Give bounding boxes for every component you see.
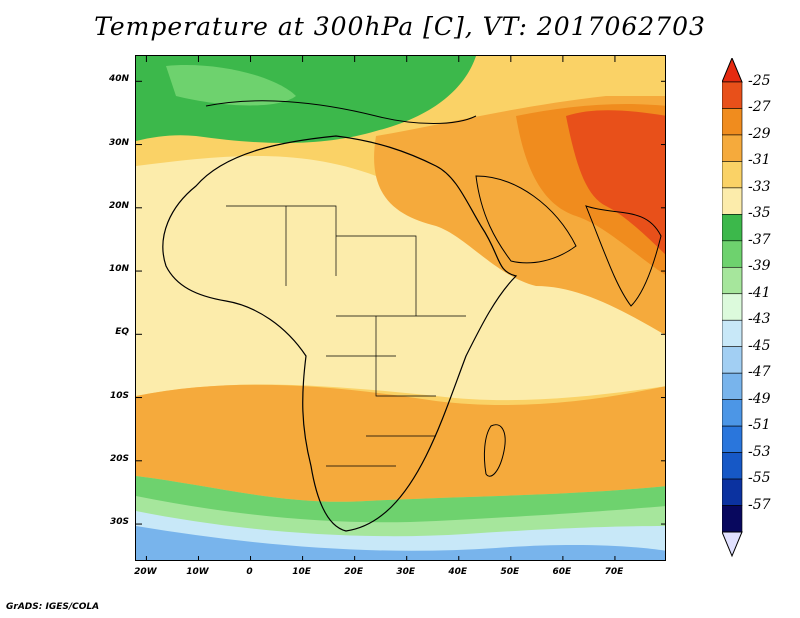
colorbar-label: -49 bbox=[748, 390, 771, 407]
colorbar-box bbox=[722, 372, 743, 400]
colorbar-boxes bbox=[722, 81, 743, 533]
field-light-green-north bbox=[166, 65, 296, 106]
lat-label: 10N bbox=[108, 264, 129, 275]
temperature-field bbox=[136, 56, 665, 560]
colorbar-box bbox=[722, 240, 743, 268]
lon-label: 60E bbox=[552, 567, 572, 577]
lat-label: 30N bbox=[108, 137, 129, 148]
colorbar-box bbox=[722, 319, 743, 348]
colorbar-box bbox=[722, 266, 743, 295]
colorbar-box bbox=[722, 161, 743, 189]
colorbar-label: -35 bbox=[748, 205, 771, 222]
colorbar bbox=[722, 58, 743, 558]
colorbar-box bbox=[722, 81, 743, 109]
colorbar-label: -55 bbox=[748, 470, 771, 487]
map-title: Temperature at 300hPa [C], VT: 201706270… bbox=[94, 12, 706, 41]
colorbar-label: -33 bbox=[748, 178, 771, 195]
lon-label: 50E bbox=[500, 567, 520, 577]
lat-label: 20N bbox=[108, 200, 129, 211]
lon-label: 10W bbox=[186, 567, 209, 577]
colorbar-box bbox=[722, 478, 743, 506]
field-yellow-band bbox=[136, 156, 665, 401]
colorbar-label: -41 bbox=[748, 284, 771, 301]
field-red-asia bbox=[566, 110, 665, 255]
lon-label: 20W bbox=[134, 567, 157, 577]
lat-label: 10S bbox=[109, 390, 129, 401]
colorbar-label: -43 bbox=[748, 311, 771, 328]
colorbar-box bbox=[722, 108, 743, 136]
colorbar-label: -31 bbox=[748, 152, 771, 169]
colorbar-box bbox=[722, 505, 743, 533]
lon-label: 10E bbox=[292, 567, 311, 577]
map-plot-area bbox=[135, 55, 666, 561]
colorbar-box bbox=[722, 399, 743, 427]
colorbar-label: -53 bbox=[748, 443, 771, 460]
europe-coastline bbox=[205, 100, 477, 124]
colorbar-label: -25 bbox=[748, 73, 771, 89]
field-blue-south bbox=[136, 526, 665, 560]
madagascar-coastline bbox=[483, 424, 506, 477]
lon-label: 30E bbox=[396, 567, 416, 577]
colorbar-label: -37 bbox=[748, 231, 771, 248]
lon-label: 20E bbox=[344, 567, 363, 577]
colorbar-label: -29 bbox=[748, 125, 771, 142]
colorbar-bottom-arrow bbox=[722, 531, 743, 558]
lon-label: 40E bbox=[448, 567, 468, 577]
colorbar-box bbox=[722, 425, 743, 453]
lon-label: 0 bbox=[246, 567, 253, 577]
colorbar-label: -47 bbox=[748, 364, 771, 381]
arabia-coastline bbox=[475, 175, 577, 264]
footer-credit: GrADS: IGES/COLA bbox=[6, 602, 100, 612]
country-borders bbox=[226, 205, 466, 467]
colorbar-label: -39 bbox=[748, 258, 771, 275]
lat-label: 30S bbox=[109, 517, 129, 528]
lat-label: 40N bbox=[108, 74, 129, 85]
colorbar-label: -45 bbox=[748, 337, 771, 354]
colorbar-box bbox=[722, 134, 743, 162]
colorbar-box bbox=[722, 452, 743, 480]
colorbar-label: -51 bbox=[748, 417, 771, 434]
lon-ticks bbox=[145, 56, 616, 560]
colorbar-label: -27 bbox=[748, 99, 771, 116]
india-coastline bbox=[585, 205, 662, 307]
lon-label: 70E bbox=[604, 567, 624, 577]
lat-label: 20S bbox=[109, 453, 129, 464]
lat-label: EQ bbox=[115, 327, 129, 338]
colorbar-label: -57 bbox=[748, 496, 771, 513]
colorbar-box bbox=[722, 187, 743, 215]
colorbar-box bbox=[722, 293, 743, 321]
colorbar-top-arrow bbox=[722, 58, 743, 83]
lat-ticks bbox=[136, 80, 665, 525]
colorbar-box bbox=[722, 214, 743, 242]
africa-coastline bbox=[162, 135, 518, 532]
field-orange-south bbox=[136, 384, 665, 502]
colorbar-box bbox=[722, 346, 743, 374]
